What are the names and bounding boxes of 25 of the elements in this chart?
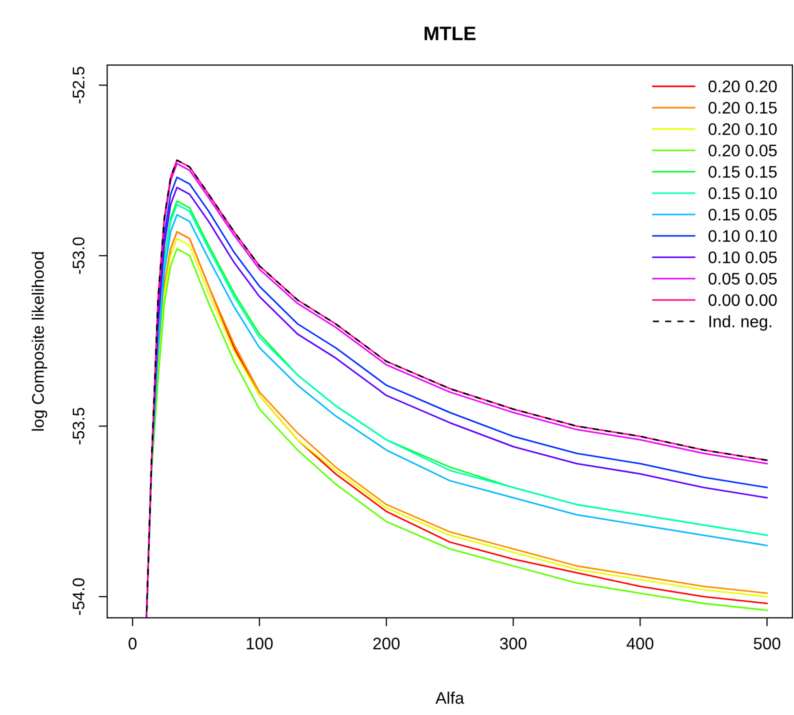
legend-label: 0.10 0.10 — [708, 230, 777, 242]
legend-label: 0.20 0.10 — [708, 123, 777, 136]
legend-label: 0.15 0.10 — [708, 187, 777, 200]
legend-label: 0.15 0.15 — [708, 166, 777, 178]
legend-label: 0.20 0.05 — [708, 144, 777, 156]
y-axis-title: log Composite likelihood — [32, 252, 48, 431]
y-tick-label: -53.0 — [72, 237, 84, 274]
legend-label: 0.00 0.00 — [708, 294, 777, 306]
y-tick-label: -54.0 — [72, 578, 84, 615]
legend-label: 0.05 0.05 — [708, 272, 777, 285]
legend-label: 0.10 0.05 — [708, 251, 777, 264]
legend-label: 0.20 0.15 — [708, 102, 777, 114]
x-tick-label: 200 — [373, 638, 400, 650]
y-tick-label: -52.5 — [72, 66, 84, 104]
x-tick-label: 0 — [128, 638, 137, 650]
x-tick-label: 500 — [754, 638, 780, 650]
x-axis-title: Alfa — [435, 692, 464, 704]
legend-label: 0.20 0.20 — [708, 80, 777, 92]
legend-label: 0.15 0.05 — [708, 208, 777, 221]
x-tick-label: 400 — [626, 638, 654, 650]
y-tick-label: -53.5 — [72, 408, 84, 444]
x-tick-label: 100 — [246, 638, 273, 650]
chart-title: MTLE — [424, 26, 476, 40]
legend-label: Ind. neg. — [709, 315, 772, 331]
x-tick-label: 300 — [500, 638, 526, 650]
